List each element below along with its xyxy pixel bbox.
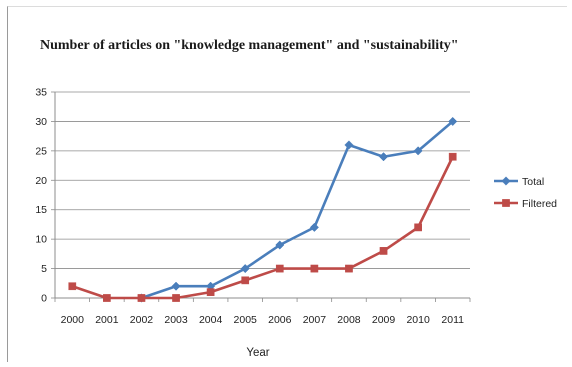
data-point-total xyxy=(413,146,423,156)
data-point-total xyxy=(309,222,319,232)
data-point-total xyxy=(344,140,354,150)
chart-title: Number of articles on "knowledge managem… xyxy=(40,38,459,53)
series-line-filtered xyxy=(71,156,454,300)
data-point-filtered xyxy=(172,294,180,302)
data-point-filtered xyxy=(103,294,111,302)
x-tick-label: 2007 xyxy=(303,314,327,326)
data-point-filtered xyxy=(206,288,215,296)
legend-label: Total xyxy=(522,176,544,188)
y-tick-label: 20 xyxy=(35,175,47,187)
legend-item-total: Total xyxy=(494,176,544,188)
data-point-filtered xyxy=(137,294,146,302)
series-filtered xyxy=(68,152,457,302)
chart-frame xyxy=(7,6,567,362)
data-point-filtered xyxy=(241,276,250,285)
legend-item-filtered: Filtered xyxy=(494,198,557,210)
data-point-total xyxy=(171,281,181,291)
x-tick-label: 2008 xyxy=(337,314,361,326)
y-tick-label: 0 xyxy=(41,293,47,305)
data-point-filtered xyxy=(310,264,319,273)
series-layer xyxy=(68,116,458,303)
data-point-total xyxy=(240,264,250,274)
series-line-total xyxy=(141,120,454,300)
data-point-filtered xyxy=(345,264,353,273)
y-tick-label: 30 xyxy=(35,116,47,128)
x-tick-label: 2002 xyxy=(130,314,154,326)
y-tick-label: 15 xyxy=(35,204,47,216)
data-point-total xyxy=(448,116,458,126)
x-tick-label: 2011 xyxy=(441,314,464,326)
y-tick-label: 10 xyxy=(35,234,47,246)
x-tick-label: 2003 xyxy=(164,314,188,326)
x-tick-label: 2010 xyxy=(406,314,430,326)
data-point-filtered xyxy=(275,264,284,273)
data-point-total xyxy=(275,240,285,250)
x-tick-label: 2006 xyxy=(268,314,292,326)
legend: Total Filtered xyxy=(494,176,557,210)
legend-marker xyxy=(502,199,510,207)
x-tick-label: 2005 xyxy=(234,314,258,326)
x-tick-label: 2000 xyxy=(61,314,85,326)
y-tick-label: 25 xyxy=(35,145,47,157)
gridlines xyxy=(55,91,470,269)
x-axis-title: Year xyxy=(246,347,269,359)
x-tick-label: 2004 xyxy=(199,314,223,326)
legend-marker xyxy=(501,176,511,186)
data-point-filtered xyxy=(414,223,422,232)
y-tick-label: 35 xyxy=(35,87,47,99)
x-tick-label: 2009 xyxy=(372,314,396,326)
data-point-filtered xyxy=(379,247,388,255)
x-tick-label: 2001 xyxy=(95,314,119,326)
legend-label: Filtered xyxy=(522,198,557,210)
y-tick-label: 5 xyxy=(41,263,47,275)
data-point-filtered xyxy=(448,152,457,161)
data-point-total xyxy=(378,152,389,162)
axes: 0 5 10 15 20 25 30 35 2000 2001 2002 2003 2004 2005 20… xyxy=(35,87,471,326)
data-point-filtered xyxy=(68,282,77,291)
